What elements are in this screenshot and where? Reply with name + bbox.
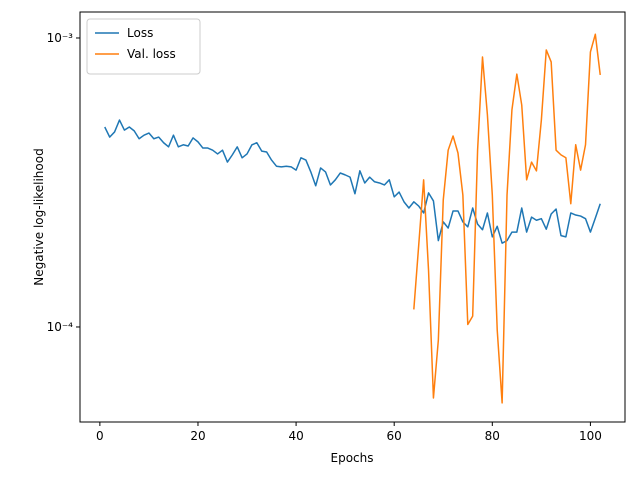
x-tick-label: 20 (190, 429, 205, 443)
legend-label: Loss (127, 26, 153, 40)
series-line (104, 119, 601, 244)
y-tick-label: 10⁻³ (47, 31, 74, 45)
x-tick-label: 100 (579, 429, 602, 443)
plot-area (104, 33, 601, 404)
axes-frame (79, 11, 626, 423)
x-axis-label: Epochs (331, 451, 374, 465)
x-tick-label: 60 (387, 429, 402, 443)
x-tick-label: 80 (485, 429, 500, 443)
y-tick-label: 10⁻⁴ (47, 320, 74, 334)
x-tick-label: 0 (96, 429, 104, 443)
legend-label: Val. loss (127, 47, 176, 61)
y-axis-label: Negative log-likelihood (32, 148, 46, 285)
x-tick-label: 40 (288, 429, 303, 443)
series-line (413, 33, 601, 404)
